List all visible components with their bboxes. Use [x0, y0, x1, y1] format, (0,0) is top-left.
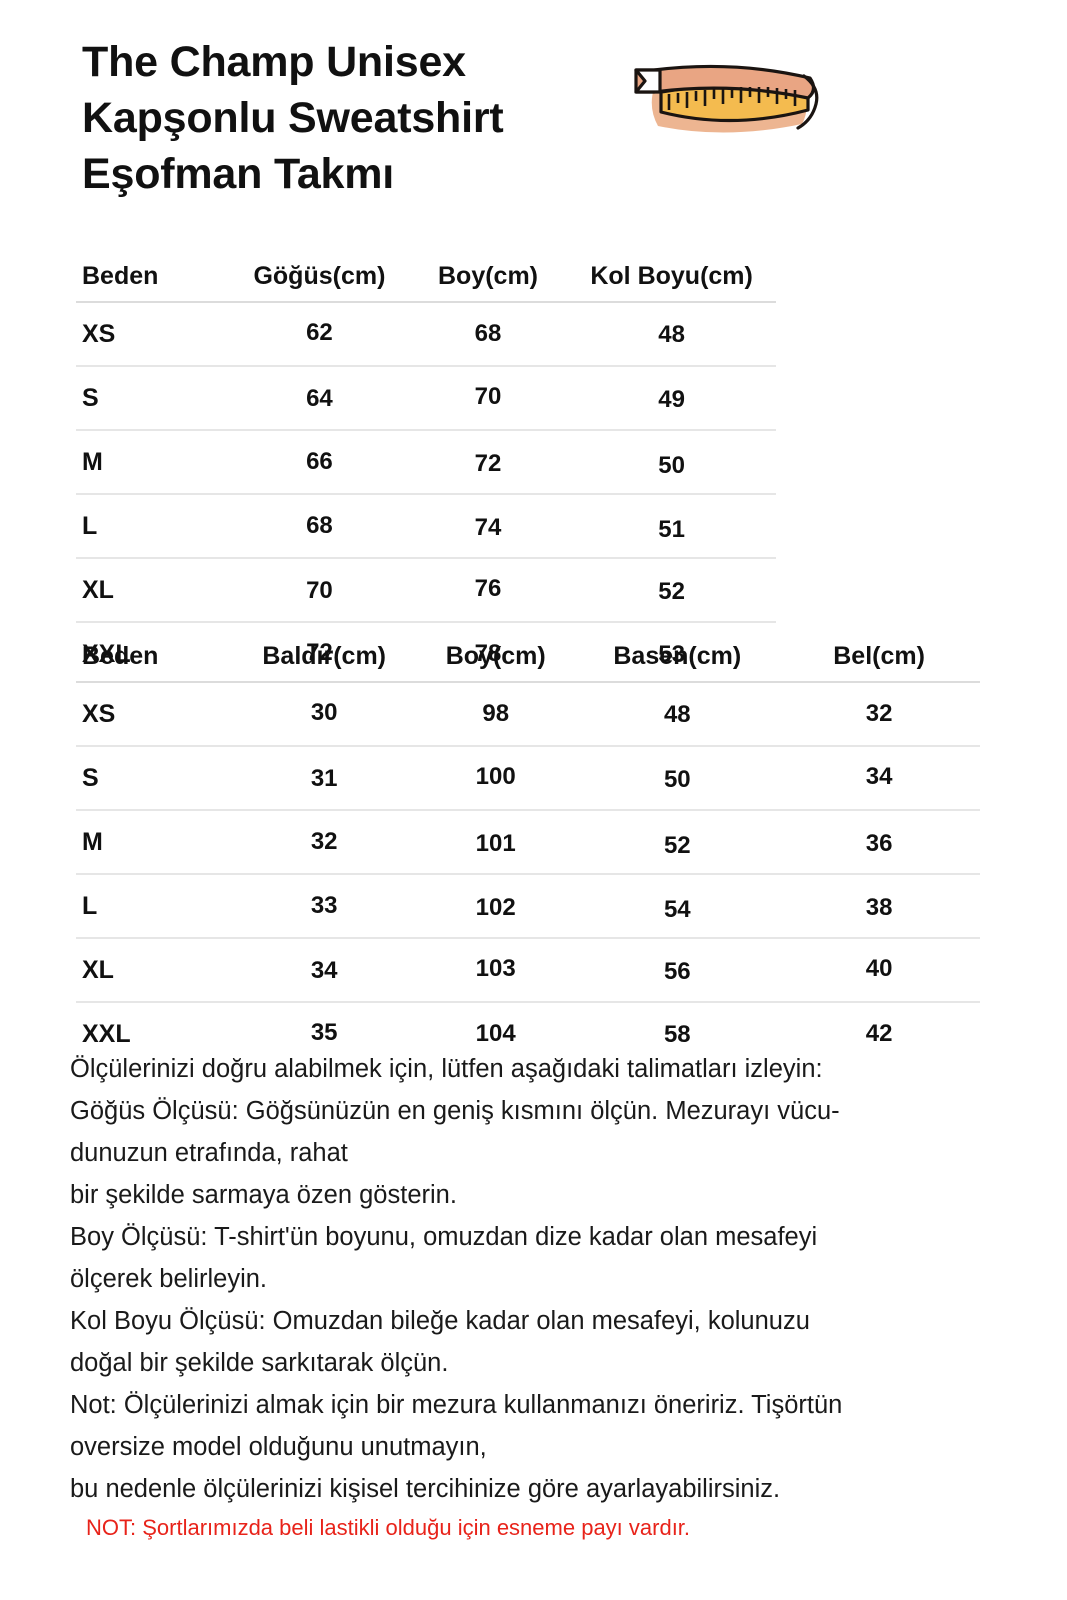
cell-baldir: 30 [233, 681, 415, 746]
cell-bel: 34 [778, 745, 980, 810]
page-title: The Champ Unisex Kapşonlu Sweatshirt Eşo… [82, 38, 504, 198]
cell-size: XS [76, 682, 234, 747]
cell-kol: 52 [567, 560, 776, 625]
cell-gogus: 64 [230, 367, 409, 432]
table-header-row: Beden Baldır(cm) Boy(cm) Basen(cm) Bel(c… [76, 642, 980, 683]
page-header: The Champ Unisex Kapşonlu Sweatshirt Eşo… [82, 34, 1022, 202]
cell-gogus: 68 [230, 494, 409, 559]
cell-bel: 38 [778, 876, 980, 941]
cell-size: XXL [82, 1019, 131, 1048]
cell-kol: 49 [567, 368, 776, 433]
cell-kol: 50 [567, 434, 776, 499]
table-row: M 32 101 52 36 [76, 810, 980, 879]
table-header-row: Beden Göğüs(cm) Boy(cm) Kol Boyu(cm) [76, 262, 776, 303]
cell-size: M [76, 810, 234, 875]
cell-boy: 68 [408, 302, 568, 367]
elastic-waist-note: NOT: Şortlarımızda beli lastikli olduğu … [86, 1515, 691, 1540]
cell-basen: 48 [576, 683, 779, 748]
cell-baldir: 33 [233, 874, 415, 939]
table-row: XL 34 103 56 40 [76, 937, 980, 1005]
header-beden: Beden [76, 642, 234, 683]
cell-size: S [76, 746, 234, 811]
cell-baldir: 32 [233, 810, 415, 875]
cell-basen: 54 [576, 878, 779, 943]
cell-bel: 32 [778, 682, 980, 747]
header-beden: Beden [76, 262, 231, 303]
cell-size: XL [76, 558, 231, 623]
cell-boy: 70 [408, 365, 568, 430]
cell-gogus: 70 [230, 559, 409, 624]
measuring-tape-icon [614, 48, 824, 158]
cell-size: L [76, 494, 231, 559]
cell-size: XL [76, 938, 234, 1003]
table-row: S 31 100 50 34 [76, 745, 980, 813]
cell-baldir: 35 [310, 1019, 338, 1046]
cell-gogus: 62 [230, 301, 409, 366]
cell-basen: 52 [576, 814, 779, 879]
header-bel: Bel(cm) [778, 642, 980, 683]
cell-bel: 40 [778, 937, 980, 1002]
header-boy: Boy(cm) [414, 642, 577, 683]
cell-size: M [76, 430, 231, 495]
table-row: XL 70 76 52 [76, 557, 776, 625]
cell-baldir: 31 [233, 747, 415, 812]
cell-size: L [76, 874, 234, 939]
cell-baldir: 34 [233, 939, 415, 1004]
cell-size: S [76, 366, 231, 431]
cell-size: XS [76, 302, 231, 367]
cell-boy: 103 [414, 937, 577, 1002]
cell-boy: 104 [475, 1020, 516, 1047]
table-row: L 68 74 51 [76, 494, 776, 563]
header-boy: Boy(cm) [408, 262, 568, 303]
measurement-instructions: Ölçülerinizi doğru alabilmek için, lütfe… [70, 1055, 843, 1503]
header-baldir: Baldır(cm) [233, 642, 415, 683]
cell-boy: 98 [414, 682, 577, 747]
table-row: M 66 72 50 [76, 430, 776, 499]
table-row: L 33 102 54 38 [76, 874, 980, 943]
table-row: XS 62 68 48 [76, 301, 776, 368]
header-gogus: Göğüs(cm) [230, 262, 409, 303]
table-row: XS 30 98 48 32 [76, 681, 980, 748]
header-basen: Basen(cm) [576, 642, 779, 683]
pants-size-table: Beden Baldır(cm) Boy(cm) Basen(cm) Bel(c… [76, 642, 980, 1065]
cell-basen: 50 [576, 748, 779, 813]
cell-boy: 74 [408, 496, 568, 561]
cell-gogus: 66 [230, 430, 409, 495]
cell-boy: 100 [414, 745, 577, 810]
cell-boy: 101 [414, 812, 577, 877]
cell-boy: 72 [408, 432, 568, 497]
table-row: XXL 35 104 58 42 [76, 1002, 980, 1065]
cell-basen: 56 [576, 940, 779, 1005]
cell-boy: 102 [414, 876, 577, 941]
cell-kol: 51 [567, 498, 776, 563]
cell-boy: 76 [408, 557, 568, 622]
cell-basen: 58 [663, 1021, 691, 1048]
cell-bel: 42 [865, 1020, 893, 1047]
table-row: S 64 70 49 [76, 365, 776, 433]
header-kol-boyu: Kol Boyu(cm) [567, 262, 776, 303]
cell-kol: 48 [567, 303, 776, 368]
sweatshirt-size-table: Beden Göğüs(cm) Boy(cm) Kol Boyu(cm) XS … [76, 262, 776, 685]
cell-bel: 36 [778, 812, 980, 877]
